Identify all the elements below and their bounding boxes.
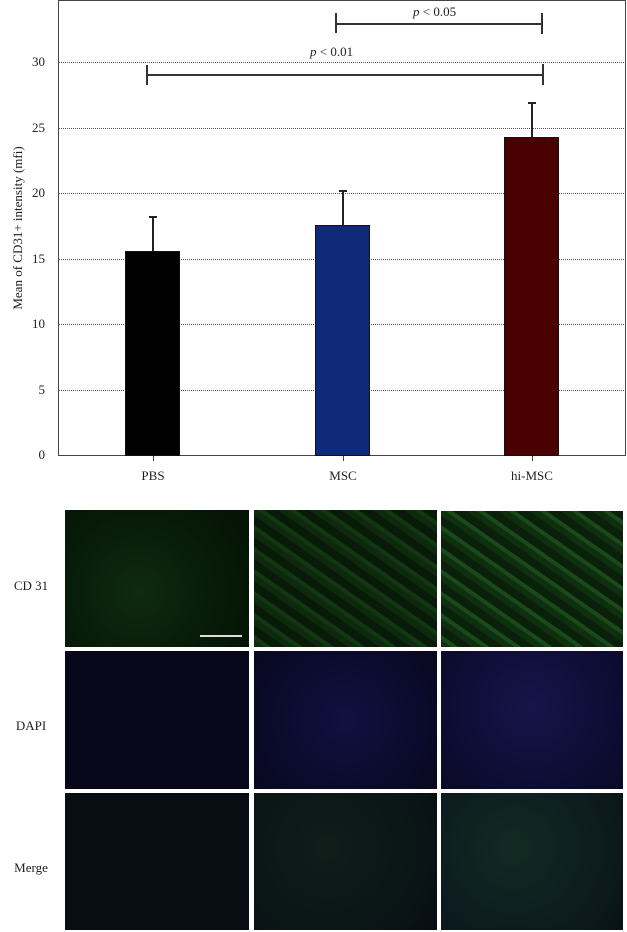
sig-label-p001: p < 0.01 <box>310 44 354 59</box>
ytick-label: 15 <box>32 251 45 266</box>
scale-bar <box>200 635 242 637</box>
ytick-label: 5 <box>38 382 46 397</box>
micrograph-cd31-msc <box>254 510 437 647</box>
row-label-dapi: DAPI <box>15 718 47 733</box>
gridline-25 <box>58 128 626 129</box>
micrograph-dapi-hi-msc <box>441 651 623 789</box>
xtick-mark <box>532 456 533 461</box>
bar-msc <box>315 225 370 456</box>
xtick-label-msc: MSC <box>329 468 357 483</box>
sig-label-p005: p < 0.05 <box>413 4 457 19</box>
sig-bracket-pbs-himsc <box>147 74 543 76</box>
errorbar-msc <box>342 191 344 225</box>
errorcap-pbs <box>149 216 157 218</box>
errorcap-hi-msc <box>528 102 536 104</box>
row-label-merge: Merge <box>14 860 48 875</box>
ytick-label: 25 <box>32 120 45 135</box>
sig-bracket-end <box>541 13 543 34</box>
micrograph-dapi-pbs <box>65 651 249 789</box>
sig-bracket-end <box>542 64 544 85</box>
sig-bracket-msc-himsc <box>336 23 542 25</box>
ytick-label: 10 <box>32 316 45 331</box>
micrograph-merge-hi-msc <box>441 793 623 930</box>
row-label-cd31: CD 31 <box>13 578 49 593</box>
errorcap-msc <box>339 190 347 192</box>
sig-bracket-end <box>146 65 148 85</box>
xtick-label-hi-msc: hi-MSC <box>511 468 553 483</box>
errorbar-pbs <box>152 217 154 251</box>
sig-bracket-end <box>335 13 337 33</box>
xtick-label-pbs: PBS <box>141 468 165 483</box>
errorbar-hi-msc <box>531 103 533 137</box>
micrograph-cd31-pbs <box>65 510 249 647</box>
micrograph-merge-msc <box>254 793 437 930</box>
ytick-label: 20 <box>32 185 45 200</box>
xtick-mark <box>343 456 344 461</box>
gridline-30 <box>58 62 626 63</box>
micrograph-merge-pbs <box>65 793 249 930</box>
xtick-mark <box>153 456 154 461</box>
ytick-label: 30 <box>32 54 45 69</box>
bar-pbs <box>125 251 180 456</box>
bar-hi-msc <box>504 137 559 456</box>
y-axis-label: Mean of CD31+ intensity (mfi) <box>10 146 25 310</box>
micrograph-dapi-msc <box>254 651 437 789</box>
micrograph-cd31-hi-msc <box>441 511 623 647</box>
ytick-label: 0 <box>38 447 46 462</box>
